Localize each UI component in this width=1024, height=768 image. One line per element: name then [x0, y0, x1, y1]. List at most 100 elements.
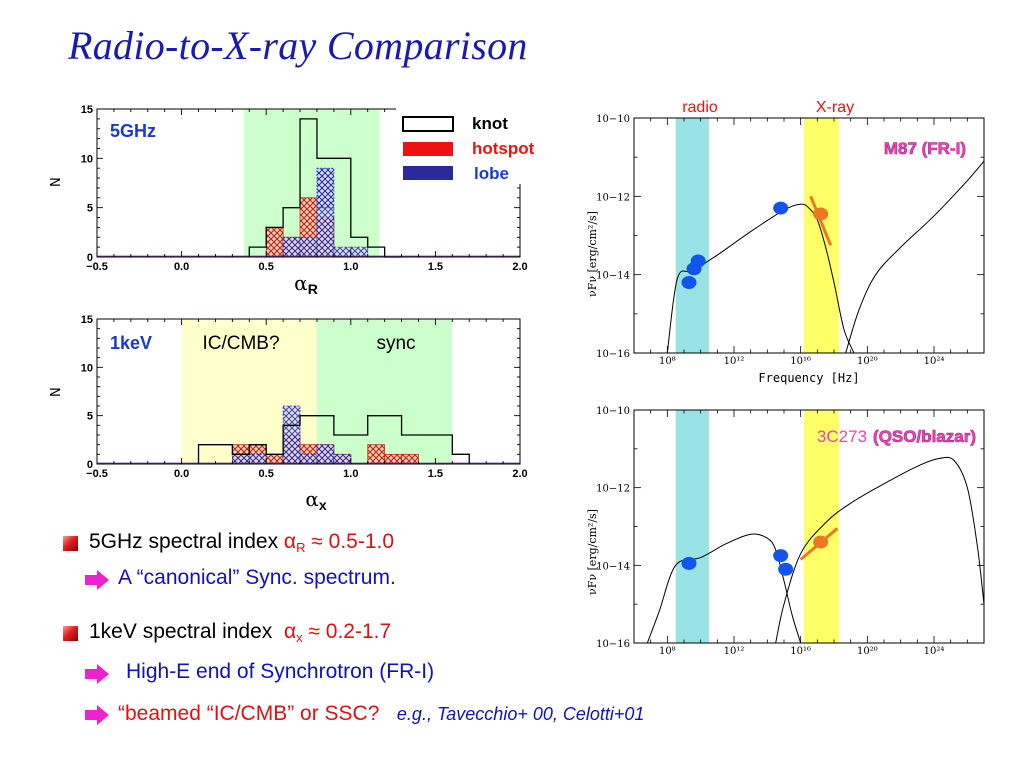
x-axis-label-alpha-x: αx — [305, 487, 327, 513]
y-axis-label: N — [49, 387, 64, 397]
bar-hotspot — [367, 444, 386, 465]
subpoint-canonical-sync: A “canonical” Sync. spectrum. — [118, 566, 396, 589]
bullet-square — [63, 626, 78, 641]
data-point — [773, 549, 789, 563]
x-tick-label: −0.5 — [86, 261, 108, 273]
bar-lobe — [316, 207, 335, 258]
x-tick-label: 0.0 — [174, 468, 189, 480]
y-tick-label: 10−10 — [596, 406, 630, 417]
x-tick-label: 1.0 — [343, 261, 358, 273]
band-label-xray: X-ray — [816, 99, 854, 116]
radio-band — [675, 410, 709, 643]
x-tick-label: 10²⁰ — [857, 356, 878, 367]
band-label-radio: radio — [682, 99, 718, 116]
legend-label-knot: knot — [472, 114, 508, 133]
data-point — [681, 276, 697, 289]
x-tick-label: 10¹⁶ — [790, 646, 811, 657]
x-tick-label: 10⁸ — [659, 646, 676, 657]
y-tick-label: 5 — [87, 203, 93, 215]
m87-sed-plot: 10⁸ 10¹² 10¹⁶ 10²⁰ 10²⁴10−1010−1210−1410−16 … — [586, 99, 985, 385]
x-tick-label: 10²⁴ — [924, 646, 945, 657]
region-label-ic-cmb: IC/CMB? — [202, 333, 279, 354]
bar-hotspot — [384, 453, 402, 465]
y-axis-label: νFν [erg/cm²/s] — [586, 211, 599, 297]
legend-swatch-knot — [402, 116, 454, 132]
x-tick-label: 2.0 — [512, 261, 527, 273]
bullet-alpha-r: 5GHz spectral index αR ≈ 0.5-1.0 — [89, 530, 395, 555]
tag-1kev: 1keV — [110, 333, 152, 353]
bar-hotspot — [265, 453, 284, 465]
y-tick-label: 10 — [81, 153, 93, 165]
bar-lobe — [282, 405, 301, 465]
sed-curve-synchrotron — [646, 533, 802, 644]
y-tick-label: 10−10 — [596, 114, 630, 125]
legend-swatch-hotspot — [403, 142, 453, 156]
y-tick-label: 10−14 — [596, 271, 630, 282]
x-tick-label: 10²⁴ — [924, 356, 945, 367]
subpoint-beamed-ic: “beamed “IC/CMB” or SSC? e.g., Tavecchio… — [118, 702, 645, 725]
x-tick-label: −0.5 — [86, 468, 108, 480]
x-tick-label: 1.5 — [428, 261, 443, 273]
3c273-sed-plot: 10⁸ 10¹² 10¹⁶ 10²⁰ 10²⁴10−1010−1210−1410−16 … — [586, 406, 985, 657]
y-tick-label: 15 — [81, 314, 93, 326]
y-tick-label: 10−14 — [596, 561, 630, 572]
arrow-icon — [84, 663, 110, 685]
shaded-region — [316, 319, 453, 464]
alpha-x-histogram: −0.5 0.0 0.5 1.0 1.5 2.0 0 5 10 15 1keV IC/CMB? s… — [49, 314, 528, 513]
data-point — [773, 201, 789, 215]
sed-curve-inverse-compton — [845, 160, 985, 354]
legend-label-lobe: lobe — [474, 164, 509, 183]
slide-title: Radio-to-X-ray Comparison — [68, 23, 528, 68]
y-tick-label: 0 — [87, 459, 93, 471]
bar-lobe — [350, 246, 369, 258]
region-label-sync: sync — [376, 333, 415, 354]
m87-label: M87 (FR-I) — [884, 139, 966, 158]
bar-lobe — [299, 453, 318, 465]
data-point — [690, 254, 706, 268]
bar-lobe — [231, 453, 250, 465]
xray-data-point — [813, 535, 829, 549]
y-tick-label: 5 — [87, 411, 93, 423]
3c273-label: 3C273 (QSO/blazar) — [817, 427, 976, 446]
x-tick-label: 0.0 — [174, 261, 189, 273]
bar-lobe — [333, 453, 352, 465]
y-axis-label: νFν [erg/cm²/s] — [586, 509, 599, 595]
bar-knot-outline — [197, 415, 470, 464]
bullet-square — [63, 536, 78, 551]
y-tick-label: 10−16 — [596, 639, 630, 650]
bar-hotspot — [265, 226, 284, 258]
bar-lobe — [248, 453, 267, 465]
arrow-icon — [84, 704, 110, 726]
reference-citation: e.g., Tavecchio+ 00, Celotti+01 — [396, 704, 645, 724]
bar-lobe — [316, 444, 335, 465]
data-point — [681, 556, 697, 570]
x-tick-label: 10²⁰ — [857, 646, 878, 657]
x-tick-label: 10¹⁶ — [790, 356, 811, 367]
xray-band — [804, 118, 839, 353]
x-tick-label: 0.5 — [259, 261, 274, 273]
y-tick-label: 10 — [81, 362, 93, 374]
bar-knot-outline — [248, 118, 402, 258]
bar-hotspot — [401, 453, 419, 465]
alpha-r-histogram: −0.5 0.0 0.5 1.0 1.5 2.0 0 5 10 15 5GHz N αR knot… — [49, 102, 535, 297]
x-tick-label: 10¹² — [724, 646, 745, 657]
radio-band — [675, 118, 709, 353]
x-tick-label: 2.0 — [512, 468, 527, 480]
y-tick-label: 15 — [81, 104, 93, 116]
bar-lobe — [299, 236, 318, 258]
sed-curve-inverse-compton — [775, 456, 985, 644]
xray-spectral-slope — [809, 195, 833, 246]
bar-lobe — [333, 246, 352, 258]
arrow-icon — [84, 569, 110, 591]
bullet-alpha-x: 1keV spectral index αx ≈ 0.2-1.7 — [89, 620, 392, 645]
subpoint-high-e-sync: High-E end of Synchrotron (FR-I) — [126, 660, 435, 683]
legend: knot hotspot lobe — [396, 102, 535, 184]
tag-5ghz: 5GHz — [110, 121, 156, 141]
bar-lobe — [282, 236, 301, 258]
y-tick-label: 10−12 — [596, 484, 630, 495]
x-tick-label: 1.0 — [343, 468, 358, 480]
y-tick-label: 10−12 — [596, 192, 630, 203]
x-tick-label: 1.5 — [428, 468, 443, 480]
x-axis-label: Frequency [Hz] — [758, 371, 859, 385]
legend-label-hotspot: hotspot — [472, 139, 535, 158]
